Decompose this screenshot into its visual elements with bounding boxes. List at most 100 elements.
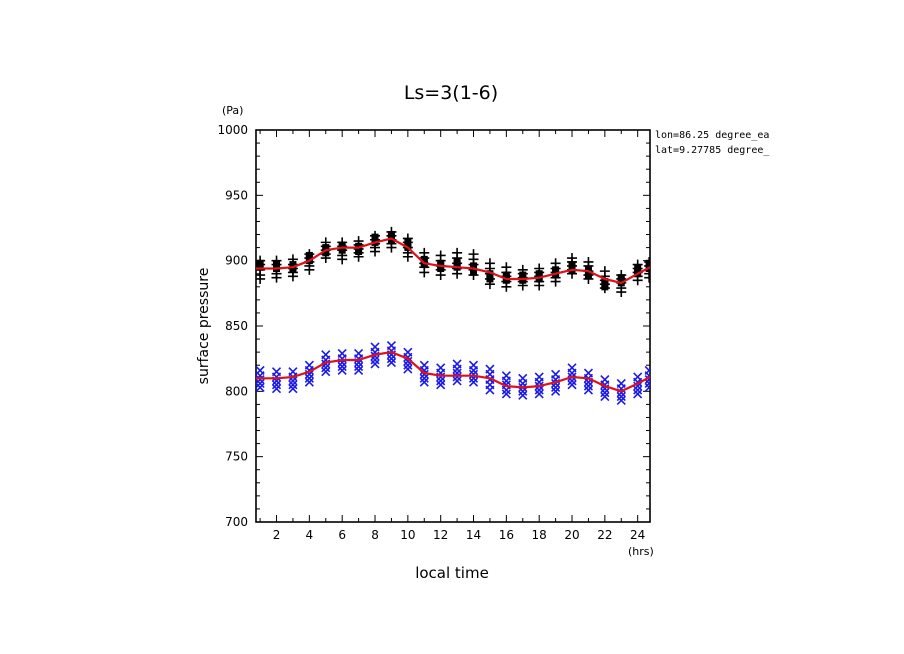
data-point	[436, 376, 446, 386]
data-point	[436, 380, 446, 390]
data-point	[354, 354, 364, 364]
data-point	[337, 254, 348, 265]
data-point	[338, 246, 346, 254]
data-point	[370, 359, 380, 369]
data-point	[288, 384, 298, 394]
series-3	[256, 237, 650, 284]
x-tick-label: 24	[630, 528, 645, 542]
x-tick-label: 14	[466, 528, 481, 542]
x-tick-label: 6	[338, 528, 346, 542]
mean-line	[256, 237, 650, 284]
data-point	[534, 389, 544, 399]
data-point	[518, 390, 528, 400]
x-tick-label: 2	[273, 528, 281, 542]
data-point	[386, 242, 397, 253]
annotation-lat: lat=9.27785 degree_	[655, 145, 770, 156]
data-point	[616, 287, 627, 298]
data-point	[519, 276, 527, 284]
data-point	[420, 261, 428, 269]
plot-marks	[256, 226, 650, 406]
data-point	[452, 364, 462, 374]
data-point	[288, 380, 298, 390]
data-point	[370, 246, 381, 257]
data-point	[386, 354, 397, 364]
data-point	[354, 361, 364, 372]
data-point	[271, 380, 282, 390]
data-point	[337, 365, 347, 375]
data-point	[256, 378, 265, 389]
data-point	[355, 248, 363, 256]
data-point	[535, 275, 543, 283]
data-point	[501, 389, 511, 399]
mean-line	[256, 351, 650, 393]
series-1	[256, 231, 650, 291]
data-point	[633, 389, 643, 399]
chart-title: Ls=3(1-6)	[404, 82, 498, 104]
x-tick-label: 12	[433, 528, 448, 542]
data-point	[644, 382, 650, 392]
data-point	[551, 382, 561, 392]
data-point	[633, 385, 643, 395]
x-tick-label: 18	[532, 528, 547, 542]
data-point	[354, 365, 364, 375]
x-tick-label: 8	[371, 528, 379, 542]
data-point	[601, 283, 609, 291]
y-tick-label: 750	[225, 450, 248, 464]
data-point	[468, 377, 479, 387]
data-point	[256, 263, 264, 271]
data-point	[486, 275, 494, 283]
x-tick-label: 22	[597, 528, 612, 542]
y-tick-label: 950	[225, 188, 248, 202]
data-point	[403, 364, 413, 374]
y-axis-label: surface pressure	[196, 268, 212, 385]
data-point	[567, 368, 577, 378]
series-4	[256, 351, 650, 393]
annotation-lon: lon=86.25 degree_ea	[655, 130, 769, 141]
x-tick-label: 20	[564, 528, 579, 542]
data-point	[322, 249, 330, 257]
data-point	[256, 382, 265, 392]
data-point	[552, 271, 560, 279]
series-2	[256, 341, 650, 406]
data-point	[419, 377, 429, 387]
data-point	[271, 372, 282, 382]
y-tick-label: 800	[225, 384, 248, 398]
data-point	[600, 388, 610, 398]
data-point	[321, 367, 331, 377]
y-tick-label: 850	[225, 319, 248, 333]
data-point	[386, 358, 397, 368]
data-point	[403, 360, 413, 370]
data-point	[644, 272, 650, 283]
data-point	[583, 381, 594, 391]
data-point	[616, 395, 626, 406]
data-point	[468, 365, 479, 375]
x-tick-label: 16	[499, 528, 514, 542]
x-tick-label: 4	[306, 528, 314, 542]
data-point	[304, 264, 315, 275]
data-point	[518, 386, 528, 396]
data-point	[337, 361, 347, 372]
data-point	[256, 375, 265, 385]
data-point	[287, 271, 298, 282]
data-point	[502, 276, 510, 284]
data-point	[616, 391, 626, 402]
data-point	[584, 271, 592, 279]
data-point	[256, 273, 266, 284]
data-point	[501, 376, 511, 386]
data-point	[583, 385, 594, 395]
data-point	[644, 375, 650, 385]
y-tick-label: 700	[225, 515, 248, 529]
data-point	[402, 251, 413, 262]
data-point	[437, 265, 445, 273]
y-tick-label: 900	[225, 254, 248, 268]
data-point	[644, 378, 650, 389]
data-point	[551, 386, 561, 396]
x-axis-label: local time	[415, 564, 489, 582]
data-point	[485, 385, 495, 395]
x-unit-label: (hrs)	[628, 545, 654, 558]
data-point	[304, 377, 314, 387]
y-unit-label: (Pa)	[222, 104, 243, 117]
data-point	[470, 267, 478, 275]
data-point	[567, 380, 577, 390]
y-tick-label: 1000	[217, 123, 248, 137]
